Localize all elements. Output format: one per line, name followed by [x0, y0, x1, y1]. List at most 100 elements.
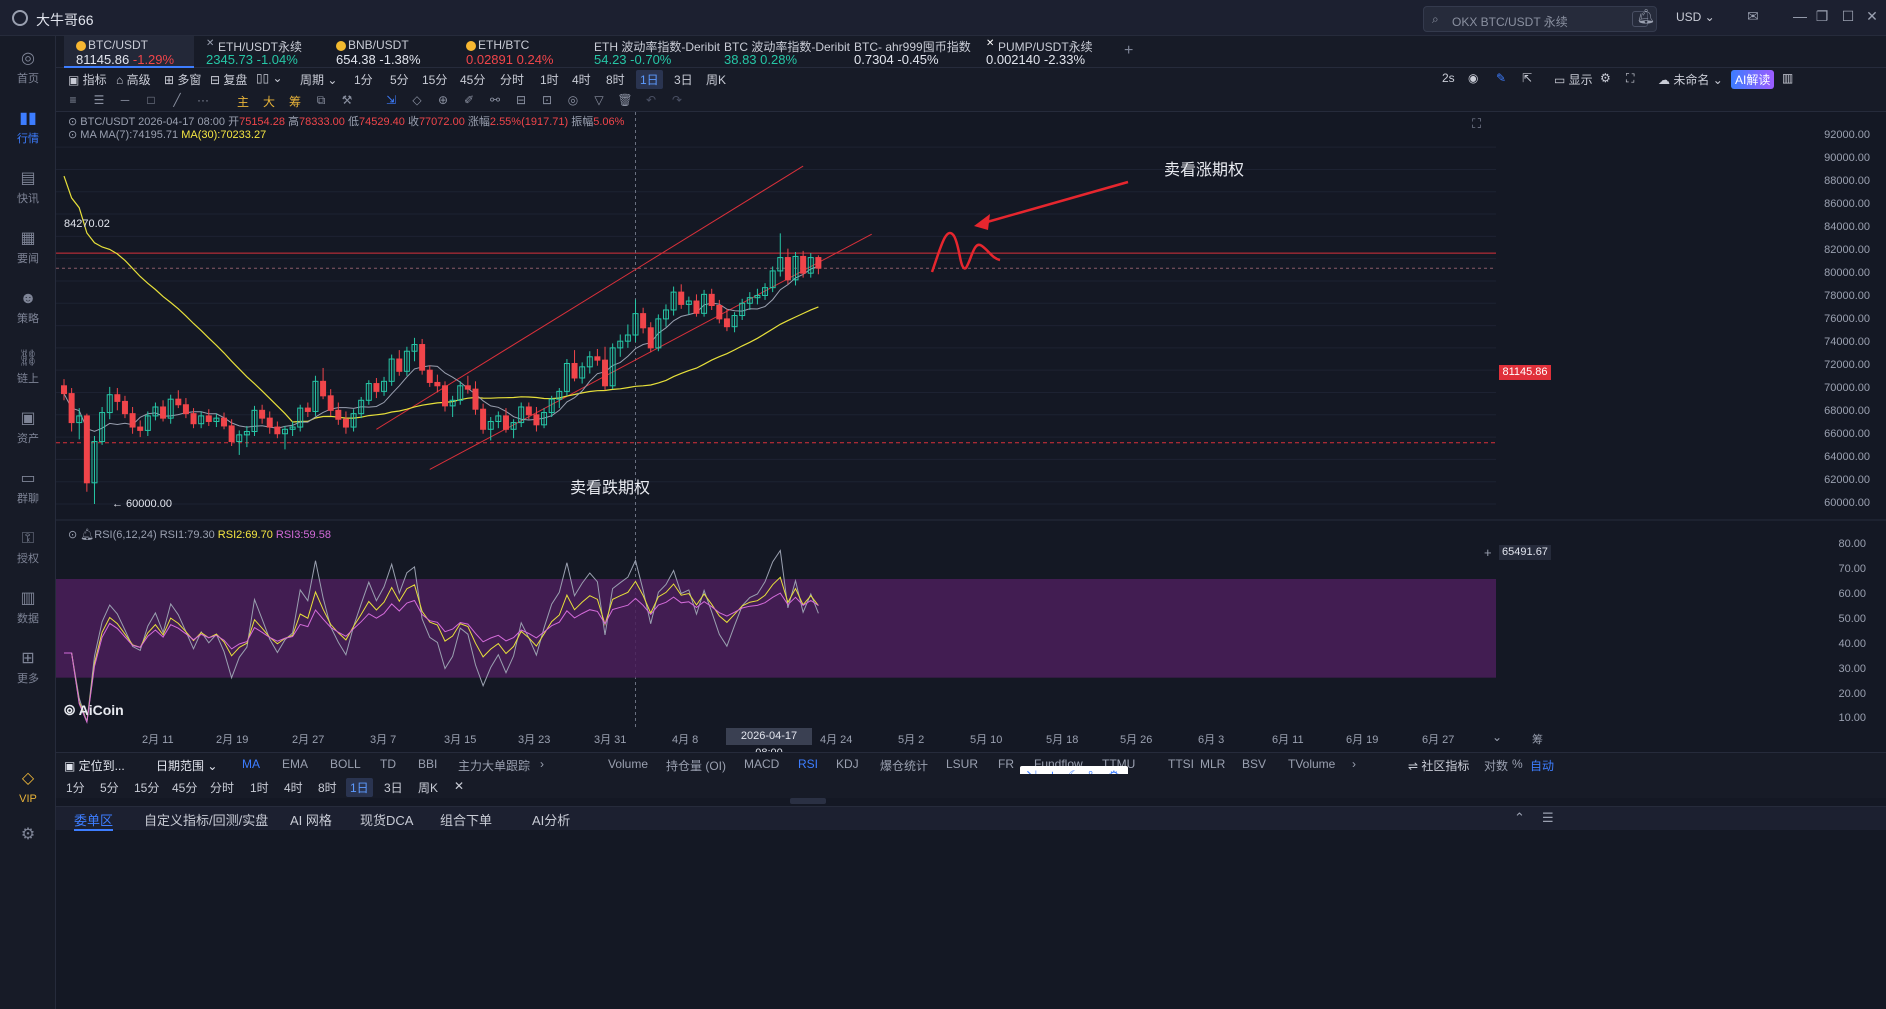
- chart-type-button[interactable]: ▯▯ ⌄: [256, 71, 283, 85]
- sidebar-item-chat[interactable]: ▭ 群聊: [0, 460, 56, 516]
- more-tools-icon[interactable]: ···: [197, 93, 209, 107]
- ticker-btc-usdt[interactable]: BTC/USDT 81145.86 -1.29%: [64, 36, 194, 68]
- locate-button[interactable]: ▣ 定位到...: [64, 759, 125, 773]
- expand-icon[interactable]: ⛶: [1472, 116, 1482, 131]
- add-alert-icon[interactable]: +: [1484, 545, 1492, 560]
- eye-icon[interactable]: ◎: [567, 93, 579, 107]
- bottom-interval-1m[interactable]: 1分: [66, 781, 85, 795]
- bottom-interval-45m[interactable]: 45分: [172, 781, 198, 795]
- indicator-button[interactable]: ▣ 指标: [68, 73, 107, 87]
- bottom-interval-8h[interactable]: 8时: [318, 781, 337, 795]
- ind-fr[interactable]: FR: [998, 757, 1014, 771]
- bag-icon[interactable]: ⊡: [541, 93, 553, 107]
- close-icon[interactable]: ✕: [986, 38, 995, 49]
- sidebar-item-assets[interactable]: ▣ 资产: [0, 400, 56, 456]
- bottom-interval-1h[interactable]: 1时: [250, 781, 269, 795]
- mail-icon[interactable]: ✉: [1747, 8, 1759, 24]
- ticker-ahr999[interactable]: BTC- ahr999囤币指数 0.7304 -0.45%: [844, 36, 974, 68]
- camera-icon[interactable]: ◉: [1468, 71, 1479, 85]
- ind-boll[interactable]: BOLL: [330, 757, 361, 771]
- bottom-interval-1d[interactable]: 1日: [346, 778, 373, 797]
- date-range-select[interactable]: 日期范围 ⌄: [156, 759, 218, 773]
- scroll-right-icon[interactable]: ›: [540, 757, 544, 771]
- sidebar-item-market[interactable]: ▮▮ 行情: [0, 100, 56, 156]
- interval-4h[interactable]: 4时: [572, 73, 591, 87]
- ticker-eth-dvol[interactable]: ETH 波动率指数-Deribit 54.23 -0.70%: [584, 36, 720, 68]
- interval-1w[interactable]: 周K: [706, 73, 727, 87]
- add-ticker-button[interactable]: +: [1124, 42, 1134, 59]
- panel-resize-handle[interactable]: [790, 798, 826, 804]
- sidebar-item-vip[interactable]: ◇ VIP: [0, 760, 56, 816]
- tab-combo-order[interactable]: 组合下单: [440, 813, 493, 828]
- close-icon[interactable]: ✕: [206, 38, 215, 49]
- pencil-icon[interactable]: ✎: [1496, 71, 1507, 85]
- interval-3d[interactable]: 3日: [674, 73, 693, 87]
- lock-icon[interactable]: ⊟: [515, 93, 527, 107]
- display-button[interactable]: ▭ 显示: [1554, 73, 1593, 87]
- chart-area[interactable]: ⊙ BTC/USDT 2026-04-17 08:00 开75154.28 高7…: [56, 112, 1886, 759]
- log-scale-toggle[interactable]: 对数: [1484, 759, 1509, 773]
- ticker-bnb-usdt[interactable]: BNB/USDT 654.38 -1.38%: [324, 36, 454, 68]
- bottom-interval-15m[interactable]: 15分: [134, 781, 160, 795]
- sidebar-item-more[interactable]: ⊞ 更多: [0, 640, 56, 696]
- ind-ttsi[interactable]: TTSI: [1168, 757, 1194, 771]
- chip-button[interactable]: 筹: [288, 95, 301, 109]
- axis-collapse-icon[interactable]: ⌄: [1492, 730, 1503, 744]
- candlestick-chart[interactable]: [56, 112, 1886, 752]
- undo-icon[interactable]: ↶: [645, 93, 657, 107]
- bottom-interval-3d[interactable]: 3日: [384, 781, 403, 795]
- big-order-button[interactable]: 大: [262, 95, 275, 109]
- replay-button[interactable]: ⊟ 复盘: [210, 73, 248, 87]
- fullscreen-icon[interactable]: ⛶: [1626, 71, 1635, 85]
- interval-1m[interactable]: 1分: [354, 73, 373, 87]
- minimize-icon[interactable]: —: [1793, 8, 1807, 24]
- bottom-interval-4h[interactable]: 4时: [284, 781, 303, 795]
- close-icon[interactable]: ✕: [454, 779, 465, 793]
- cursor-icon[interactable]: ⇲: [385, 93, 397, 107]
- sidebar-item-data[interactable]: ▥ 数据: [0, 580, 56, 636]
- hline-tool-icon[interactable]: ─: [120, 93, 130, 107]
- interval-45m[interactable]: 45分: [460, 73, 486, 87]
- rect-tool-icon[interactable]: □: [147, 93, 155, 107]
- ind-td[interactable]: TD: [380, 757, 396, 771]
- close-icon[interactable]: ✕: [1866, 8, 1878, 24]
- settings-button[interactable]: ⚙: [0, 816, 56, 872]
- collapse-panel-icon[interactable]: ⌃: [1514, 810, 1525, 825]
- settings-icon[interactable]: ⚙: [1600, 71, 1611, 85]
- ind-macd[interactable]: MACD: [744, 757, 780, 771]
- interval-1h[interactable]: 1时: [540, 73, 559, 87]
- ind-bbi[interactable]: BBI: [418, 757, 438, 771]
- interval-5m[interactable]: 5分: [390, 73, 409, 87]
- zoom-icon[interactable]: ⊕: [437, 93, 449, 107]
- trash-icon[interactable]: 🗑︎: [617, 93, 633, 107]
- ind-oi[interactable]: 持仓量 (OI): [666, 759, 726, 773]
- ind-liquidation[interactable]: 爆仓统计: [880, 759, 929, 773]
- auto-scale-toggle[interactable]: 自动: [1530, 759, 1555, 773]
- ai-interpret-button[interactable]: AI解读: [1731, 70, 1775, 89]
- layout-select[interactable]: ☁ 未命名 ⌄: [1658, 73, 1723, 87]
- ind-kdj[interactable]: KDJ: [836, 757, 859, 771]
- community-indicators-button[interactable]: ⇌ 社区指标: [1408, 759, 1470, 773]
- sidebar-item-strategy[interactable]: ☻ 策略: [0, 280, 56, 336]
- tab-ai-analysis[interactable]: AI分析: [532, 813, 571, 828]
- ind-tvolume[interactable]: TVolume: [1288, 757, 1336, 771]
- tab-orders[interactable]: 委单区: [74, 810, 114, 831]
- interval-1d[interactable]: 1日: [636, 70, 663, 89]
- main-force-button[interactable]: 主: [236, 95, 249, 109]
- redo-icon[interactable]: ↷: [671, 93, 683, 107]
- ind-main-force[interactable]: 主力大单跟踪: [458, 759, 531, 773]
- brush-icon[interactable]: ✐: [463, 93, 475, 107]
- refresh-rate[interactable]: 2s: [1442, 71, 1455, 85]
- layout-icon[interactable]: ▥: [1782, 71, 1794, 85]
- advanced-button[interactable]: ⌂ 高级: [116, 73, 151, 87]
- interval-15m[interactable]: 15分: [422, 73, 448, 87]
- ticker-eth-perp[interactable]: ✕ ETH/USDT永续 2345.73 -1.04%: [194, 36, 324, 68]
- ind-lsur[interactable]: LSUR: [946, 757, 979, 771]
- tab-spot-dca[interactable]: 现货DCA: [360, 813, 414, 828]
- ticker-pump-perp[interactable]: ✕ PUMP/USDT永续 0.002140 -2.33%: [974, 36, 1114, 68]
- interval-timeline[interactable]: 分时: [500, 73, 525, 87]
- tab-custom-indicators[interactable]: 自定义指标/回测/实盘: [144, 813, 269, 828]
- bottom-interval-5m[interactable]: 5分: [100, 781, 119, 795]
- magic-icon[interactable]: ⚒: [341, 93, 353, 107]
- maximize-icon[interactable]: ☐: [1841, 8, 1855, 24]
